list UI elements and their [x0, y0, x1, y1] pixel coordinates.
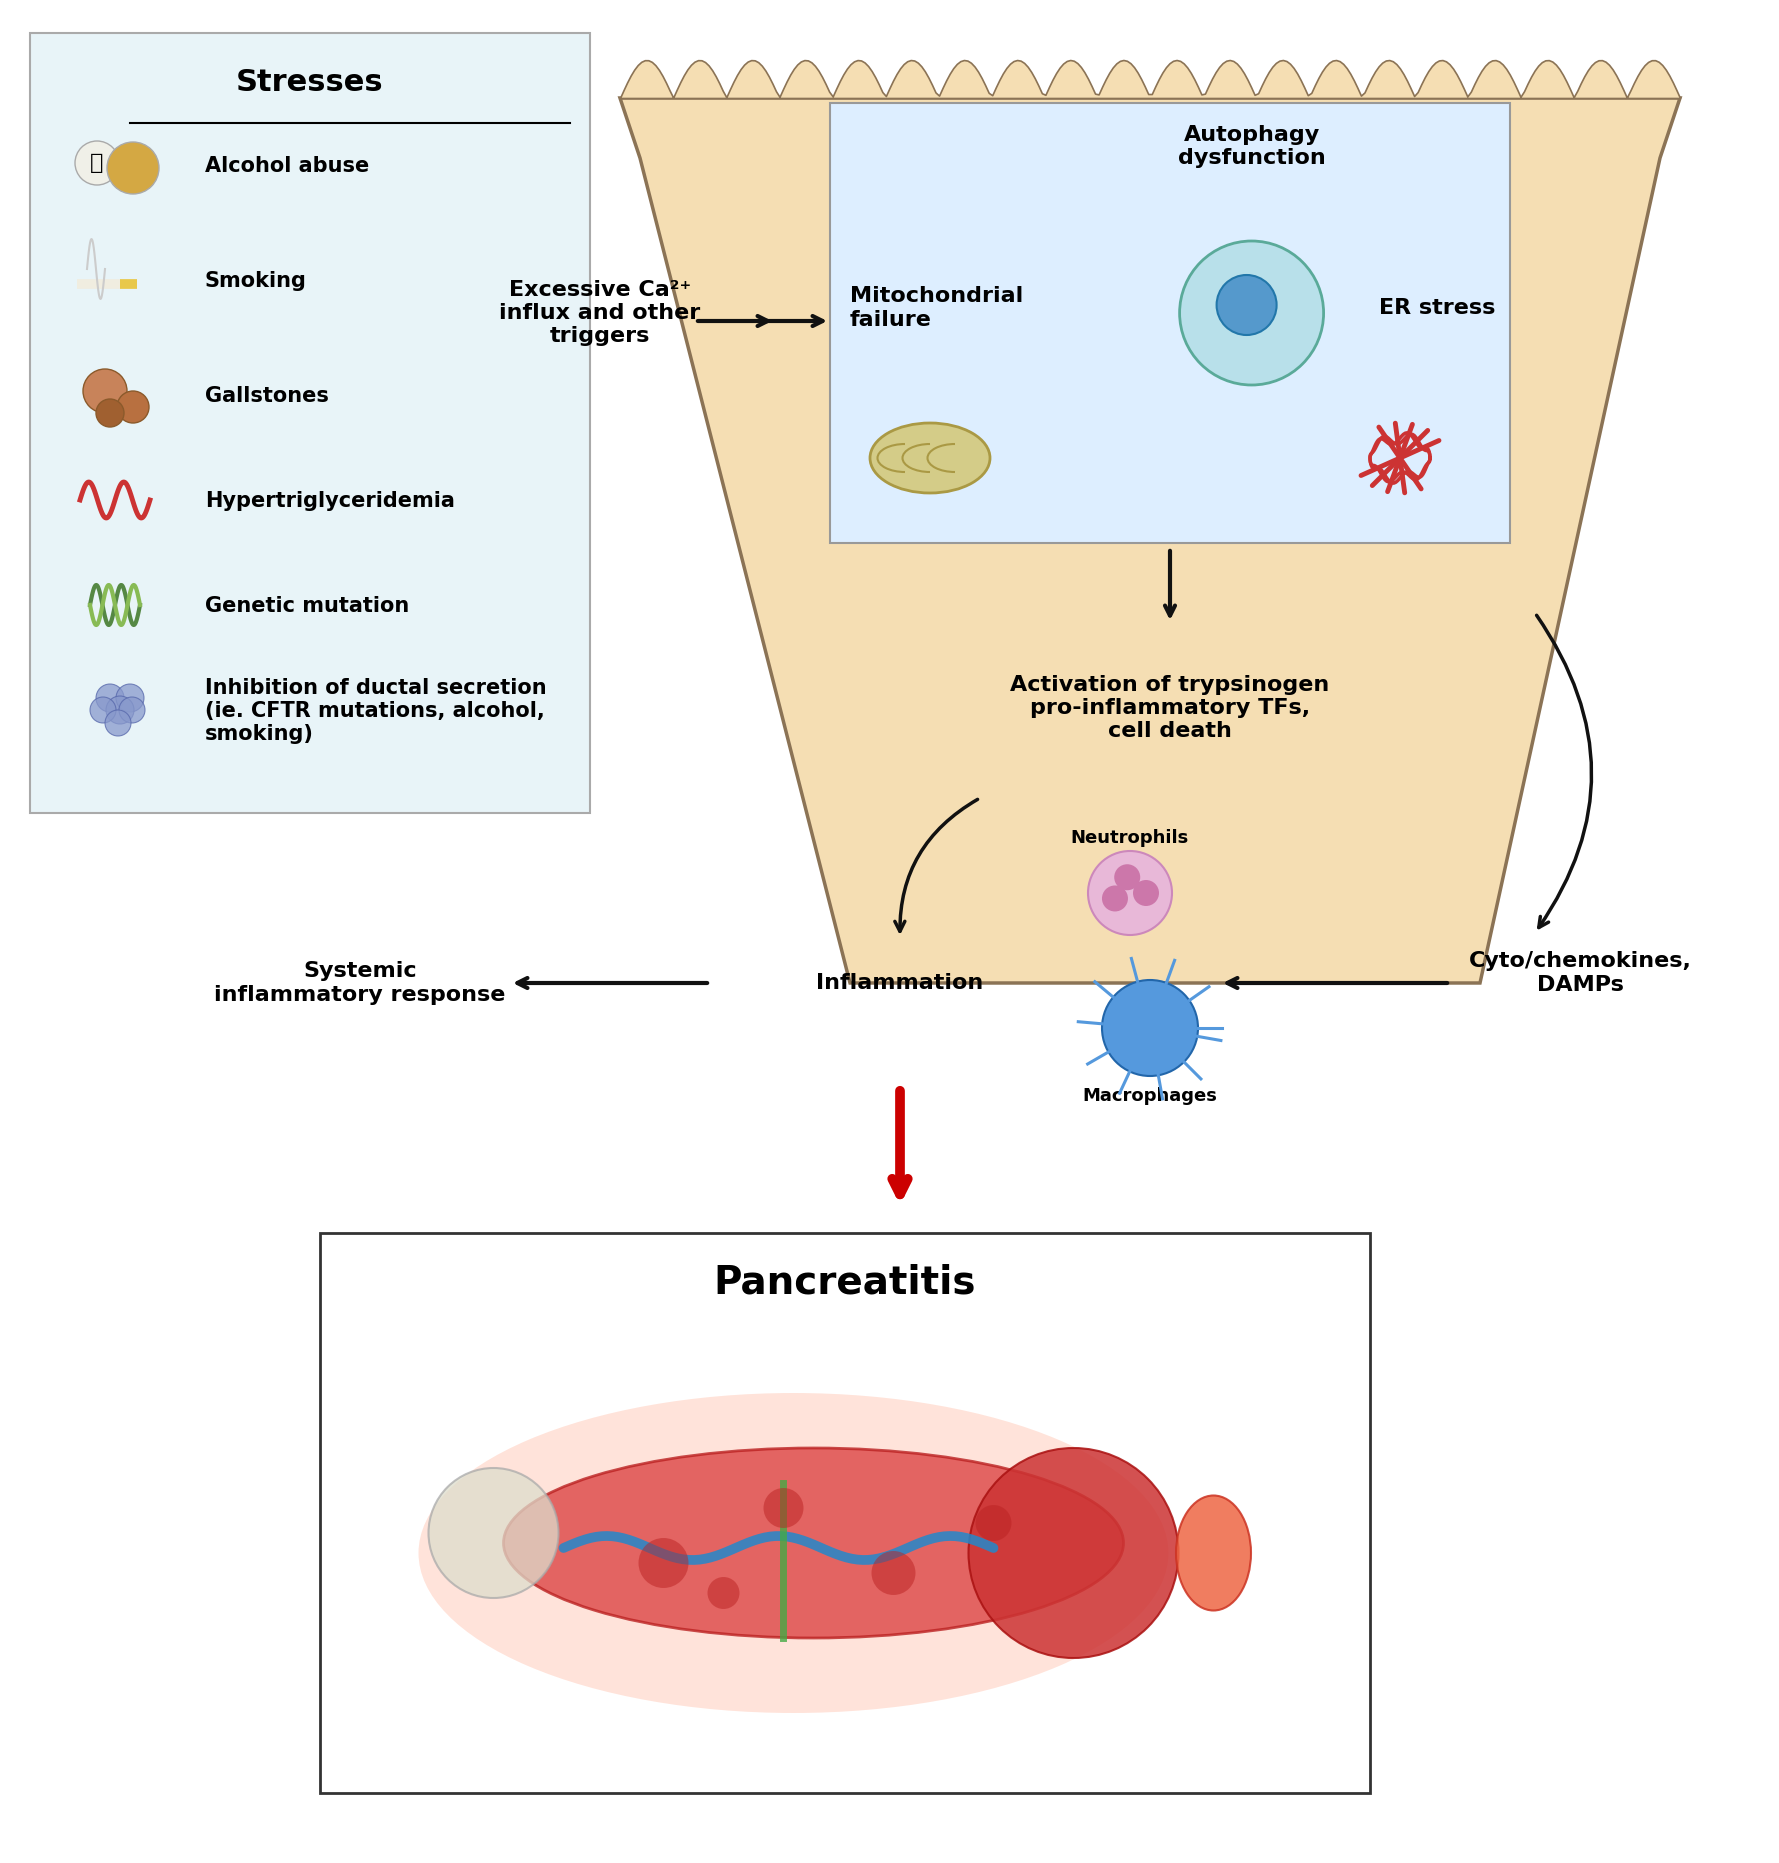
Circle shape — [116, 684, 144, 712]
Text: Smoking: Smoking — [205, 270, 306, 291]
Text: Cyto/chemokines,
DAMPs: Cyto/chemokines, DAMPs — [1468, 952, 1692, 995]
Text: Mitochondrial
failure: Mitochondrial failure — [850, 287, 1023, 330]
Circle shape — [639, 1539, 688, 1587]
Circle shape — [1217, 276, 1277, 335]
Circle shape — [96, 399, 125, 427]
Text: Systemic
inflammatory response: Systemic inflammatory response — [213, 961, 505, 1004]
Circle shape — [1089, 851, 1172, 935]
Circle shape — [1133, 879, 1158, 905]
Text: Hypertriglyceridemia: Hypertriglyceridemia — [205, 492, 455, 510]
Text: Inhibition of ductal secretion
(ie. CFTR mutations, alcohol,
smoking): Inhibition of ductal secretion (ie. CFTR… — [205, 678, 546, 743]
Circle shape — [1179, 240, 1324, 386]
Ellipse shape — [1176, 1496, 1251, 1610]
FancyBboxPatch shape — [30, 34, 591, 812]
Circle shape — [1114, 864, 1140, 891]
Circle shape — [1101, 885, 1128, 911]
Circle shape — [107, 142, 158, 194]
Circle shape — [708, 1576, 740, 1610]
Circle shape — [91, 697, 116, 723]
Circle shape — [107, 697, 133, 725]
Circle shape — [429, 1468, 559, 1598]
Text: Pancreatitis: Pancreatitis — [713, 1263, 977, 1300]
Text: 🥂: 🥂 — [91, 153, 103, 173]
Text: Activation of trypsinogen
pro-inflammatory TFs,
cell death: Activation of trypsinogen pro-inflammato… — [1010, 674, 1329, 741]
Circle shape — [872, 1552, 916, 1595]
FancyBboxPatch shape — [831, 102, 1510, 542]
Circle shape — [117, 391, 149, 423]
Polygon shape — [621, 99, 1679, 984]
Circle shape — [119, 697, 146, 723]
Circle shape — [968, 1448, 1178, 1658]
Text: Alcohol abuse: Alcohol abuse — [205, 156, 370, 175]
Circle shape — [105, 710, 132, 736]
Text: Excessive Ca²⁺
influx and other
triggers: Excessive Ca²⁺ influx and other triggers — [500, 279, 701, 347]
Text: Inflammation: Inflammation — [817, 972, 984, 993]
Circle shape — [75, 142, 119, 184]
Ellipse shape — [418, 1394, 1169, 1712]
Ellipse shape — [870, 423, 989, 494]
Text: Macrophages: Macrophages — [1083, 1086, 1217, 1105]
Ellipse shape — [503, 1448, 1124, 1638]
Text: ER stress: ER stress — [1379, 298, 1494, 319]
Circle shape — [975, 1505, 1012, 1541]
FancyBboxPatch shape — [320, 1233, 1370, 1792]
Circle shape — [1101, 980, 1197, 1077]
Text: Gallstones: Gallstones — [205, 386, 329, 406]
Text: Stresses: Stresses — [237, 69, 384, 97]
Circle shape — [763, 1489, 804, 1528]
Text: Autophagy
dysfunction: Autophagy dysfunction — [1178, 125, 1325, 168]
Circle shape — [96, 684, 125, 712]
Text: Genetic mutation: Genetic mutation — [205, 596, 409, 617]
Circle shape — [84, 369, 126, 414]
Text: Neutrophils: Neutrophils — [1071, 829, 1188, 848]
